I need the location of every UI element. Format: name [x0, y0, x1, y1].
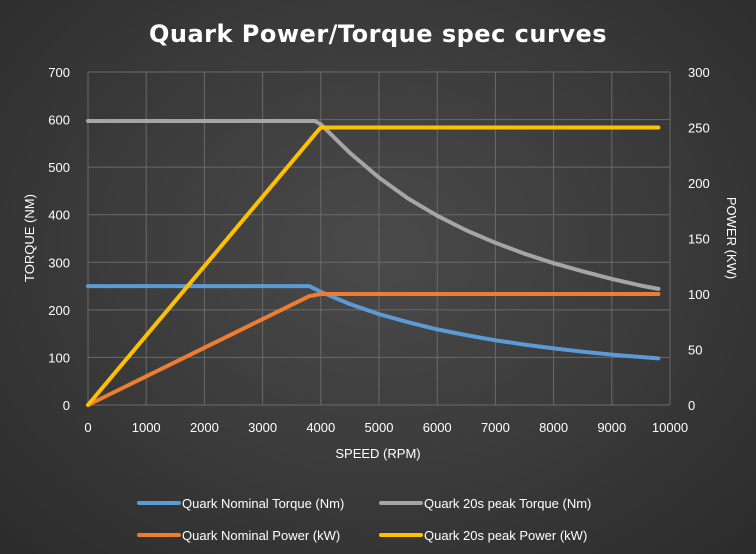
legend-label: Quark 20s peak Power (kW) [424, 528, 587, 543]
left-tick-label: 600 [48, 113, 70, 128]
left-tick-label: 100 [48, 350, 70, 365]
right-tick-label: 200 [688, 176, 710, 191]
right-tick-label: 0 [688, 398, 695, 413]
legend-label: Quark Nominal Power (kW) [182, 528, 340, 543]
series-line-1 [86, 284, 661, 361]
right-axis-ticks: 0 50 100 150 200 250 300 [688, 65, 710, 413]
x-tick-label: 3000 [248, 420, 277, 435]
left-tick-label: 400 [48, 208, 70, 223]
right-tick-label: 300 [688, 65, 710, 80]
legend-label: Quark 20s peak Torque (Nm) [424, 496, 591, 511]
x-tick-label: 10000 [652, 420, 688, 435]
left-tick-label: 700 [48, 65, 70, 80]
x-axis-ticks: 0 1000 2000 3000 4000 5000 6000 7000 8000 9000 100… [84, 420, 688, 435]
right-tick-label: 150 [688, 232, 710, 247]
x-tick-label: 2000 [190, 420, 219, 435]
left-axis-title: TORQUE (NM) [22, 194, 37, 282]
legend-label: Quark Nominal Torque (Nm) [182, 496, 344, 511]
left-tick-label: 0 [63, 398, 70, 413]
x-tick-label: 6000 [423, 420, 452, 435]
series-line-4 [86, 125, 661, 407]
series-line-2 [86, 119, 661, 291]
left-tick-label: 300 [48, 255, 70, 270]
left-tick-label: 200 [48, 303, 70, 318]
series-line-3 [86, 292, 661, 407]
right-tick-label: 100 [688, 287, 710, 302]
x-axis-title: SPEED (RPM) [335, 446, 420, 461]
x-tick-label: 1000 [132, 420, 161, 435]
left-axis-ticks: 0 100 200 300 400 500 600 700 [48, 65, 70, 413]
left-tick-label: 500 [48, 160, 70, 175]
x-tick-label: 5000 [365, 420, 394, 435]
x-tick-label: 9000 [597, 420, 626, 435]
chart-title: Quark Power/Torque spec curves [149, 20, 607, 48]
series-lines [86, 119, 661, 407]
right-tick-label: 50 [688, 343, 702, 358]
right-tick-label: 250 [688, 121, 710, 136]
gridlines [87, 71, 671, 406]
x-tick-label: 4000 [306, 420, 335, 435]
x-tick-label: 8000 [539, 420, 568, 435]
x-tick-label: 0 [84, 420, 91, 435]
legend: Quark Nominal Torque (Nm) Quark 20s peak … [137, 496, 591, 543]
right-axis-title: POWER (KW) [724, 197, 739, 279]
x-tick-label: 7000 [481, 420, 510, 435]
